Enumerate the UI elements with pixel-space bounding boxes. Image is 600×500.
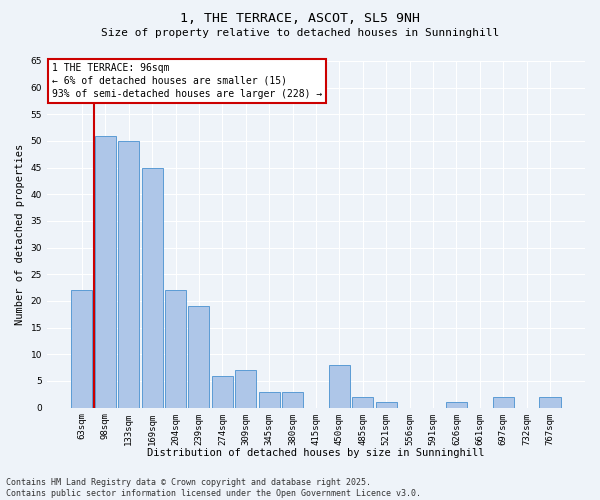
Bar bbox=[165, 290, 186, 408]
Bar bbox=[235, 370, 256, 408]
Bar bbox=[493, 397, 514, 407]
Bar bbox=[539, 397, 560, 407]
Bar bbox=[95, 136, 116, 407]
Text: Size of property relative to detached houses in Sunninghill: Size of property relative to detached ho… bbox=[101, 28, 499, 38]
Bar bbox=[212, 376, 233, 408]
Bar bbox=[282, 392, 303, 407]
X-axis label: Distribution of detached houses by size in Sunninghill: Distribution of detached houses by size … bbox=[147, 448, 485, 458]
Bar bbox=[259, 392, 280, 407]
Text: 1 THE TERRACE: 96sqm
← 6% of detached houses are smaller (15)
93% of semi-detach: 1 THE TERRACE: 96sqm ← 6% of detached ho… bbox=[52, 62, 323, 99]
Bar bbox=[188, 306, 209, 408]
Bar bbox=[352, 397, 373, 407]
Y-axis label: Number of detached properties: Number of detached properties bbox=[15, 144, 25, 325]
Bar bbox=[446, 402, 467, 407]
Bar bbox=[329, 365, 350, 408]
Bar bbox=[118, 141, 139, 407]
Bar bbox=[71, 290, 92, 408]
Bar bbox=[376, 402, 397, 407]
Bar bbox=[142, 168, 163, 408]
Text: Contains HM Land Registry data © Crown copyright and database right 2025.
Contai: Contains HM Land Registry data © Crown c… bbox=[6, 478, 421, 498]
Text: 1, THE TERRACE, ASCOT, SL5 9NH: 1, THE TERRACE, ASCOT, SL5 9NH bbox=[180, 12, 420, 26]
